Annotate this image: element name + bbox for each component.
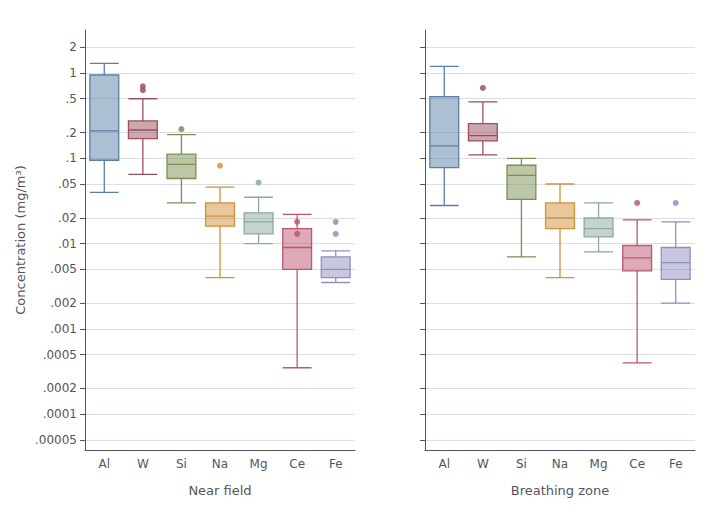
svg-text:.002: .002 <box>50 296 77 310</box>
svg-text:.0001: .0001 <box>43 407 77 421</box>
svg-text:Mg: Mg <box>590 457 608 471</box>
svg-text:Near field: Near field <box>188 483 251 498</box>
svg-text:Ce: Ce <box>629 457 645 471</box>
svg-text:Na: Na <box>212 457 228 471</box>
svg-text:W: W <box>137 457 149 471</box>
svg-text:Si: Si <box>176 457 187 471</box>
svg-text:Si: Si <box>516 457 527 471</box>
svg-text:.1: .1 <box>66 151 77 165</box>
svg-text:Breathing zone: Breathing zone <box>511 483 610 498</box>
svg-text:Fe: Fe <box>329 457 343 471</box>
svg-text:.005: .005 <box>50 262 77 276</box>
svg-text:Fe: Fe <box>669 457 683 471</box>
svg-text:.01: .01 <box>58 237 77 251</box>
svg-text:Na: Na <box>552 457 568 471</box>
svg-text:.0005: .0005 <box>43 348 77 362</box>
svg-text:.00005: .00005 <box>35 433 77 447</box>
svg-text:1: 1 <box>69 66 77 80</box>
svg-text:.02: .02 <box>58 211 77 225</box>
svg-text:.2: .2 <box>66 126 77 140</box>
svg-text:Mg: Mg <box>250 457 268 471</box>
svg-text:W: W <box>477 457 489 471</box>
svg-text:Ce: Ce <box>289 457 305 471</box>
svg-text:.0002: .0002 <box>43 381 77 395</box>
svg-text:.05: .05 <box>58 177 77 191</box>
svg-text:.001: .001 <box>50 322 77 336</box>
svg-text:Al: Al <box>99 457 111 471</box>
svg-text:.5: .5 <box>66 92 77 106</box>
svg-text:Concentration (mg/m³): Concentration (mg/m³) <box>13 165 28 314</box>
svg-text:2: 2 <box>69 40 77 54</box>
svg-text:Al: Al <box>439 457 451 471</box>
